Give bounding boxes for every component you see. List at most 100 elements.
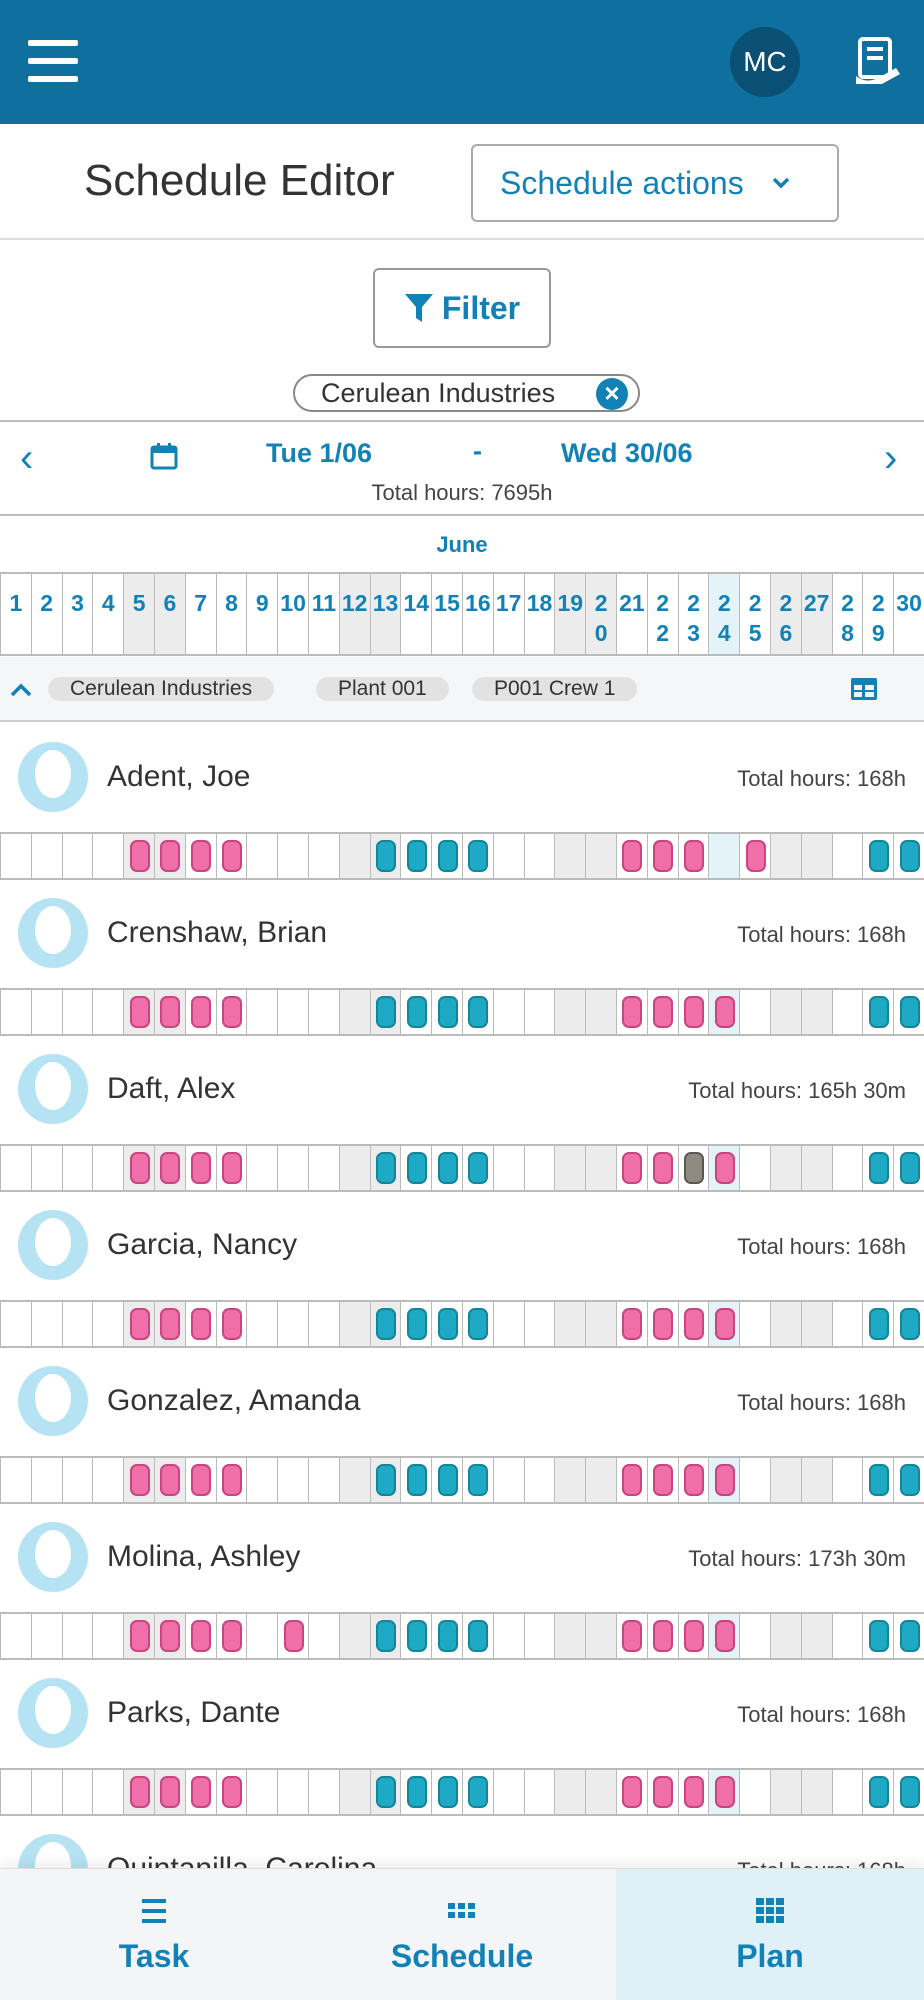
shift-day-cell[interactable]: [369, 834, 401, 878]
shift-day-cell[interactable]: [123, 1146, 154, 1190]
chevron-left-icon[interactable]: ‹: [20, 436, 34, 480]
shift-day-cell[interactable]: [616, 1458, 647, 1502]
shift-block-pink[interactable]: [622, 840, 643, 872]
shift-day-cell[interactable]: [492, 1302, 524, 1346]
employee-name[interactable]: Parks, Dante: [107, 1696, 281, 1729]
shift-day-cell[interactable]: [677, 1458, 709, 1502]
shift-day-cell[interactable]: [0, 990, 31, 1034]
shift-day-cell[interactable]: [616, 1302, 647, 1346]
shift-day-cell[interactable]: [400, 1770, 431, 1814]
shift-block-pink[interactable]: [129, 1620, 150, 1652]
shift-day-cell[interactable]: [554, 834, 586, 878]
shift-day-cell[interactable]: [893, 834, 924, 878]
shift-day-cell[interactable]: [677, 834, 709, 878]
shift-day-cell[interactable]: [585, 990, 616, 1034]
shift-day-cell[interactable]: [277, 990, 308, 1034]
shift-day-cell[interactable]: [708, 990, 740, 1034]
employee-row[interactable]: Garcia, Nancy Total hours: 168h: [0, 1192, 924, 1348]
employee-name[interactable]: Molina, Ashley: [107, 1540, 301, 1573]
user-avatar[interactable]: MC: [730, 27, 800, 97]
shift-day-cell[interactable]: [30, 834, 62, 878]
shift-day-cell[interactable]: [492, 1770, 524, 1814]
shift-day-cell[interactable]: [739, 834, 770, 878]
shift-block-pink[interactable]: [622, 1464, 643, 1496]
shift-day-cell[interactable]: [523, 1770, 555, 1814]
shift-day-cell[interactable]: [92, 834, 123, 878]
chevron-up-icon[interactable]: [10, 683, 32, 697]
shift-day-cell[interactable]: [369, 1614, 401, 1658]
shift-day-cell[interactable]: [554, 990, 586, 1034]
shift-day-cell[interactable]: [554, 1146, 586, 1190]
shift-day-cell[interactable]: [184, 1770, 216, 1814]
shift-day-cell[interactable]: [400, 990, 431, 1034]
shift-block-pink[interactable]: [653, 1464, 674, 1496]
shift-block-pink[interactable]: [283, 1620, 304, 1652]
employee-row[interactable]: Quintanilla, Carolina Total hours: 168h: [0, 1816, 924, 1868]
shift-day-cell[interactable]: [0, 834, 31, 878]
employee-name[interactable]: Daft, Alex: [107, 1072, 236, 1105]
shift-day-cell[interactable]: [338, 1614, 370, 1658]
shift-block-pink[interactable]: [221, 840, 242, 872]
shift-block-pink[interactable]: [221, 1776, 242, 1808]
shift-day-cell[interactable]: [277, 1458, 308, 1502]
shift-day-cell[interactable]: [92, 1770, 123, 1814]
shift-day-cell[interactable]: [585, 1302, 616, 1346]
shift-day-cell[interactable]: [369, 1146, 401, 1190]
shift-block-pink[interactable]: [622, 1308, 643, 1340]
shift-block-teal[interactable]: [406, 1620, 427, 1652]
close-icon[interactable]: ×: [596, 378, 628, 410]
employee-row[interactable]: Parks, Dante Total hours: 168h: [0, 1660, 924, 1816]
shift-day-cell[interactable]: [400, 1614, 431, 1658]
shift-day-cell[interactable]: [831, 1614, 863, 1658]
shift-day-cell[interactable]: [616, 1614, 647, 1658]
shift-block-teal[interactable]: [468, 1464, 489, 1496]
shift-day-cell[interactable]: [30, 1614, 62, 1658]
shift-block-pink[interactable]: [714, 1620, 735, 1652]
shift-day-cell[interactable]: [462, 1614, 493, 1658]
shift-block-pink[interactable]: [191, 1308, 212, 1340]
shift-block-pink[interactable]: [221, 1152, 242, 1184]
shift-day-cell[interactable]: [523, 834, 555, 878]
shift-day-cell[interactable]: [831, 1770, 863, 1814]
shift-block-pink[interactable]: [221, 1308, 242, 1340]
shift-day-cell[interactable]: [431, 1302, 462, 1346]
shift-day-cell[interactable]: [431, 834, 462, 878]
shift-block-pink[interactable]: [653, 996, 674, 1028]
shift-day-cell[interactable]: [61, 834, 93, 878]
shift-block-pink[interactable]: [683, 1308, 704, 1340]
shift-day-cell[interactable]: [770, 1770, 801, 1814]
shift-day-cell[interactable]: [462, 990, 493, 1034]
shift-day-cell[interactable]: [800, 990, 832, 1034]
shift-day-cell[interactable]: [246, 1302, 277, 1346]
tab-plan[interactable]: Plan: [616, 1869, 924, 2000]
shift-day-cell[interactable]: [338, 1146, 370, 1190]
shift-day-cell[interactable]: [215, 990, 247, 1034]
shift-day-cell[interactable]: [585, 834, 616, 878]
shift-block-pink[interactable]: [160, 1464, 181, 1496]
shift-block-pink[interactable]: [129, 996, 150, 1028]
shift-day-cell[interactable]: [338, 1770, 370, 1814]
shift-day-cell[interactable]: [246, 1614, 277, 1658]
filter-button[interactable]: Filter: [373, 268, 551, 348]
shift-block-teal[interactable]: [899, 1776, 920, 1808]
shift-block-teal[interactable]: [437, 840, 458, 872]
shift-block-teal[interactable]: [406, 1152, 427, 1184]
shift-block-pink[interactable]: [160, 1776, 181, 1808]
day-header-cell[interactable]: 21: [616, 574, 647, 654]
shift-day-cell[interactable]: [800, 1146, 832, 1190]
employee-name[interactable]: Crenshaw, Brian: [107, 916, 328, 949]
chevron-right-icon[interactable]: ›: [884, 436, 898, 480]
shift-day-cell[interactable]: [831, 1458, 863, 1502]
shift-block-pink[interactable]: [714, 1152, 735, 1184]
shift-block-pink[interactable]: [714, 1308, 735, 1340]
day-header-cell[interactable]: 17: [492, 574, 524, 654]
shift-block-pink[interactable]: [160, 840, 181, 872]
employee-row[interactable]: Gonzalez, Amanda Total hours: 168h: [0, 1348, 924, 1504]
shift-day-cell[interactable]: [246, 1146, 277, 1190]
shift-day-cell[interactable]: [708, 834, 740, 878]
tab-schedule[interactable]: Schedule: [308, 1869, 616, 2000]
shift-block-teal[interactable]: [437, 1776, 458, 1808]
